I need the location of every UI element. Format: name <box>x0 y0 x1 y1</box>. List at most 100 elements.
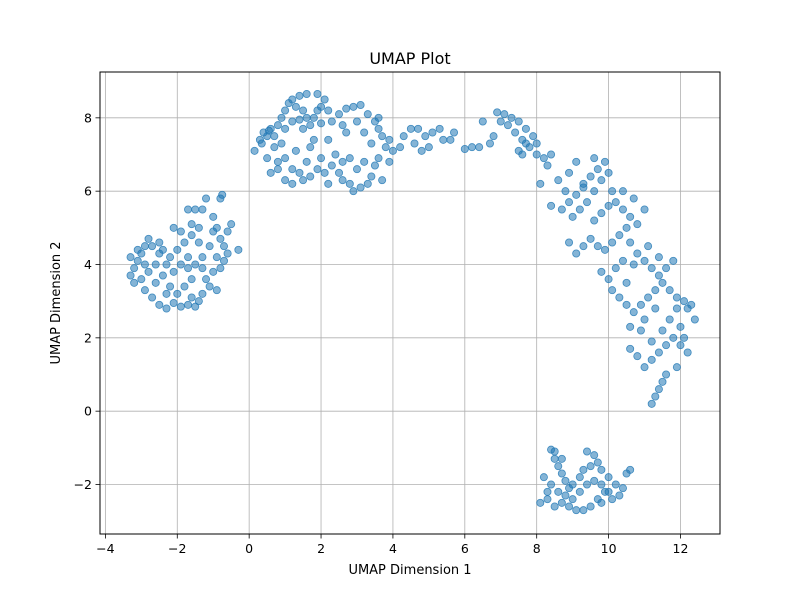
scatter-point <box>561 187 570 196</box>
scatter-point <box>579 242 588 251</box>
scatter-point <box>295 91 304 100</box>
scatter-point <box>680 333 689 342</box>
scatter-point <box>148 293 157 302</box>
scatter-point <box>618 205 627 214</box>
scatter-point <box>575 205 584 214</box>
scatter-point <box>676 341 685 350</box>
scatter-point <box>647 264 656 273</box>
scatter-point <box>572 190 581 199</box>
scatter-point <box>191 260 200 269</box>
scatter-point <box>622 278 631 287</box>
scatter-point <box>626 465 635 474</box>
scatter-point <box>374 124 383 133</box>
scatter-point <box>281 176 290 185</box>
x-tick-label: 12 <box>673 541 689 556</box>
scatter-point <box>399 132 408 141</box>
scatter-point <box>212 253 221 262</box>
scatter-point <box>309 135 318 144</box>
scatter-point <box>218 190 227 199</box>
scatter-point <box>194 238 203 247</box>
scatter-point <box>518 150 527 159</box>
scatter-point <box>575 473 584 482</box>
scatter-point <box>288 179 297 188</box>
scatter-point <box>424 143 433 152</box>
scatter-point <box>130 278 139 287</box>
scatter-point <box>291 102 300 111</box>
scatter-point <box>579 179 588 188</box>
scatter-point <box>151 278 160 287</box>
scatter-point <box>184 205 193 214</box>
scatter-point <box>349 102 358 111</box>
scatter-point <box>565 198 574 207</box>
scatter-point <box>331 150 340 159</box>
scatter-point <box>629 194 638 203</box>
scatter-point <box>651 286 660 295</box>
scatter-point <box>338 157 347 166</box>
scatter-point <box>227 220 236 229</box>
scatter-point <box>209 212 218 221</box>
scatter-point <box>349 187 358 196</box>
scatter-point <box>327 161 336 170</box>
scatter-point <box>356 183 365 192</box>
scatter-point <box>590 187 599 196</box>
scatter-point <box>137 275 146 284</box>
scatter-point <box>604 201 613 210</box>
scatter-point <box>511 128 520 137</box>
scatter-point <box>295 115 304 124</box>
scatter-point <box>381 143 390 152</box>
scatter-point <box>658 278 667 287</box>
x-axis-ticks: −4 −2 0 2 4 6 8 10 12 <box>96 534 688 556</box>
scatter-point <box>277 139 286 148</box>
scatter-point <box>184 264 193 273</box>
scatter-point <box>593 458 602 467</box>
scatter-point <box>385 135 394 144</box>
scatter-point <box>615 491 624 500</box>
scatter-point <box>378 176 387 185</box>
scatter-point <box>126 271 135 280</box>
scatter-point <box>475 143 484 152</box>
scatter-point <box>216 234 225 243</box>
scatter-point <box>317 154 326 163</box>
scatter-point <box>622 223 631 232</box>
scatter-point <box>565 238 574 247</box>
x-tick-label: 2 <box>317 541 325 556</box>
scatter-point <box>288 117 297 126</box>
scatter-point <box>644 242 653 251</box>
scatter-point <box>593 165 602 174</box>
scatter-point <box>176 260 185 269</box>
scatter-point <box>309 113 318 122</box>
scatter-point <box>169 298 178 307</box>
scatter-point <box>198 205 207 214</box>
scatter-point <box>130 264 139 273</box>
scatter-point <box>597 480 606 489</box>
scatter-point <box>572 157 581 166</box>
scatter-point <box>485 139 494 148</box>
scatter-point <box>166 282 175 291</box>
scatter-point <box>352 165 361 174</box>
scatter-point <box>273 157 282 166</box>
scatter-point <box>568 495 577 504</box>
scatter-point <box>672 363 681 372</box>
scatter-point <box>557 454 566 463</box>
scatter-point <box>406 124 415 133</box>
scatter-point <box>151 260 160 269</box>
scatter-point <box>219 256 228 265</box>
chart-title: UMAP Plot <box>369 49 450 68</box>
scatter-point <box>264 126 273 135</box>
scatter-point <box>396 143 405 152</box>
x-tick-label: 0 <box>245 541 253 556</box>
x-tick-label: 8 <box>533 541 541 556</box>
scatter-point <box>288 165 297 174</box>
scatter-point <box>194 223 203 232</box>
scatter-point <box>547 150 556 159</box>
scatter-point <box>257 139 266 148</box>
scatter-point <box>148 242 157 251</box>
scatter-point <box>223 249 232 258</box>
scatter-point <box>583 447 592 456</box>
scatter-point <box>565 168 574 177</box>
scatter-point <box>489 132 498 141</box>
scatter-point <box>388 146 397 155</box>
scatter-point <box>299 124 308 133</box>
scatter-point <box>367 139 376 148</box>
scatter-point <box>140 260 149 269</box>
